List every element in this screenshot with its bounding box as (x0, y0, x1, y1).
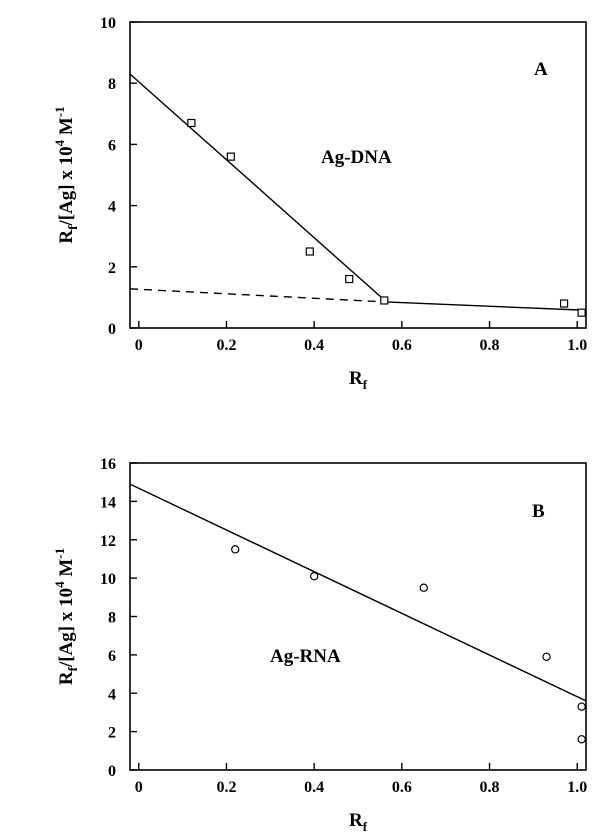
x-tick-label: 0.2 (216, 337, 236, 354)
x-tick-label: 1.0 (567, 337, 587, 354)
y-tick-label: 10 (100, 571, 116, 588)
x-tick-label: 0.6 (392, 779, 412, 796)
y-tick-label: 8 (108, 610, 116, 627)
panel-label: B (532, 501, 545, 522)
data-point (419, 583, 428, 592)
fit-line (129, 73, 587, 311)
panel-b: 0 0.2 0.4 0.6 0.8 1.0 0 2 4 6 8 10 12 14 16 B Ag-RNA Rf Rf… (52, 456, 587, 834)
panel-a: 0 0.2 0.4 0.6 0.8 1.0 0 2 4 6 8 10 A Ag-DNA Rf Rf/[Ag] … (52, 15, 587, 392)
data-point (305, 247, 314, 256)
y-tick-label: 2 (108, 725, 116, 742)
y-tick-label: 4 (108, 686, 116, 703)
y-tick-label: 10 (100, 15, 116, 32)
data-point (559, 299, 569, 308)
series-annotation: Ag-DNA (321, 147, 392, 168)
y-tick-label: 2 (108, 260, 116, 277)
data-point (380, 296, 389, 305)
y-tick-label: 6 (108, 648, 116, 665)
data-point (187, 118, 196, 128)
x-tick-label: 0.8 (480, 779, 500, 796)
data-point (226, 152, 235, 161)
x-tick-label: 0 (135, 779, 143, 796)
y-tick-label: 6 (108, 137, 116, 154)
data-point (231, 545, 240, 554)
x-tick-label: 1.0 (567, 779, 587, 796)
y-axis-title: Rf/[Ag] x 104 M-1 (52, 106, 80, 243)
y-tick-label: 14 (100, 494, 116, 511)
x-axis-title: Rf (349, 368, 368, 392)
x-axis-title: Rf (349, 810, 368, 834)
plot-frame (129, 462, 587, 771)
y-tick-label: 0 (108, 321, 116, 338)
data-point (542, 652, 551, 661)
dashed-fit-line (129, 288, 387, 303)
data-point (309, 572, 319, 581)
x-tick-label: 0.4 (304, 779, 324, 796)
fit-line (129, 483, 587, 702)
x-tick-label: 0.4 (304, 337, 324, 354)
y-tick-label: 12 (100, 533, 116, 550)
data-point (577, 702, 586, 711)
y-tick-label: 0 (108, 763, 116, 780)
data-point (577, 308, 586, 317)
y-axis-title: Rf/[Ag] x 104 M-1 (52, 548, 80, 685)
data-point (577, 735, 586, 744)
x-tick-label: 0.6 (392, 337, 412, 354)
x-tick-label: 0 (135, 337, 143, 354)
y-tick-label: 16 (100, 456, 116, 473)
data-point (345, 274, 354, 284)
x-tick-label: 0.8 (480, 337, 500, 354)
y-tick-label: 8 (108, 76, 116, 93)
panel-label: A (534, 59, 548, 80)
x-tick-label: 0.2 (216, 779, 236, 796)
plot-frame (129, 21, 587, 329)
series-annotation: Ag-RNA (270, 646, 341, 667)
y-tick-label: 4 (108, 199, 116, 216)
